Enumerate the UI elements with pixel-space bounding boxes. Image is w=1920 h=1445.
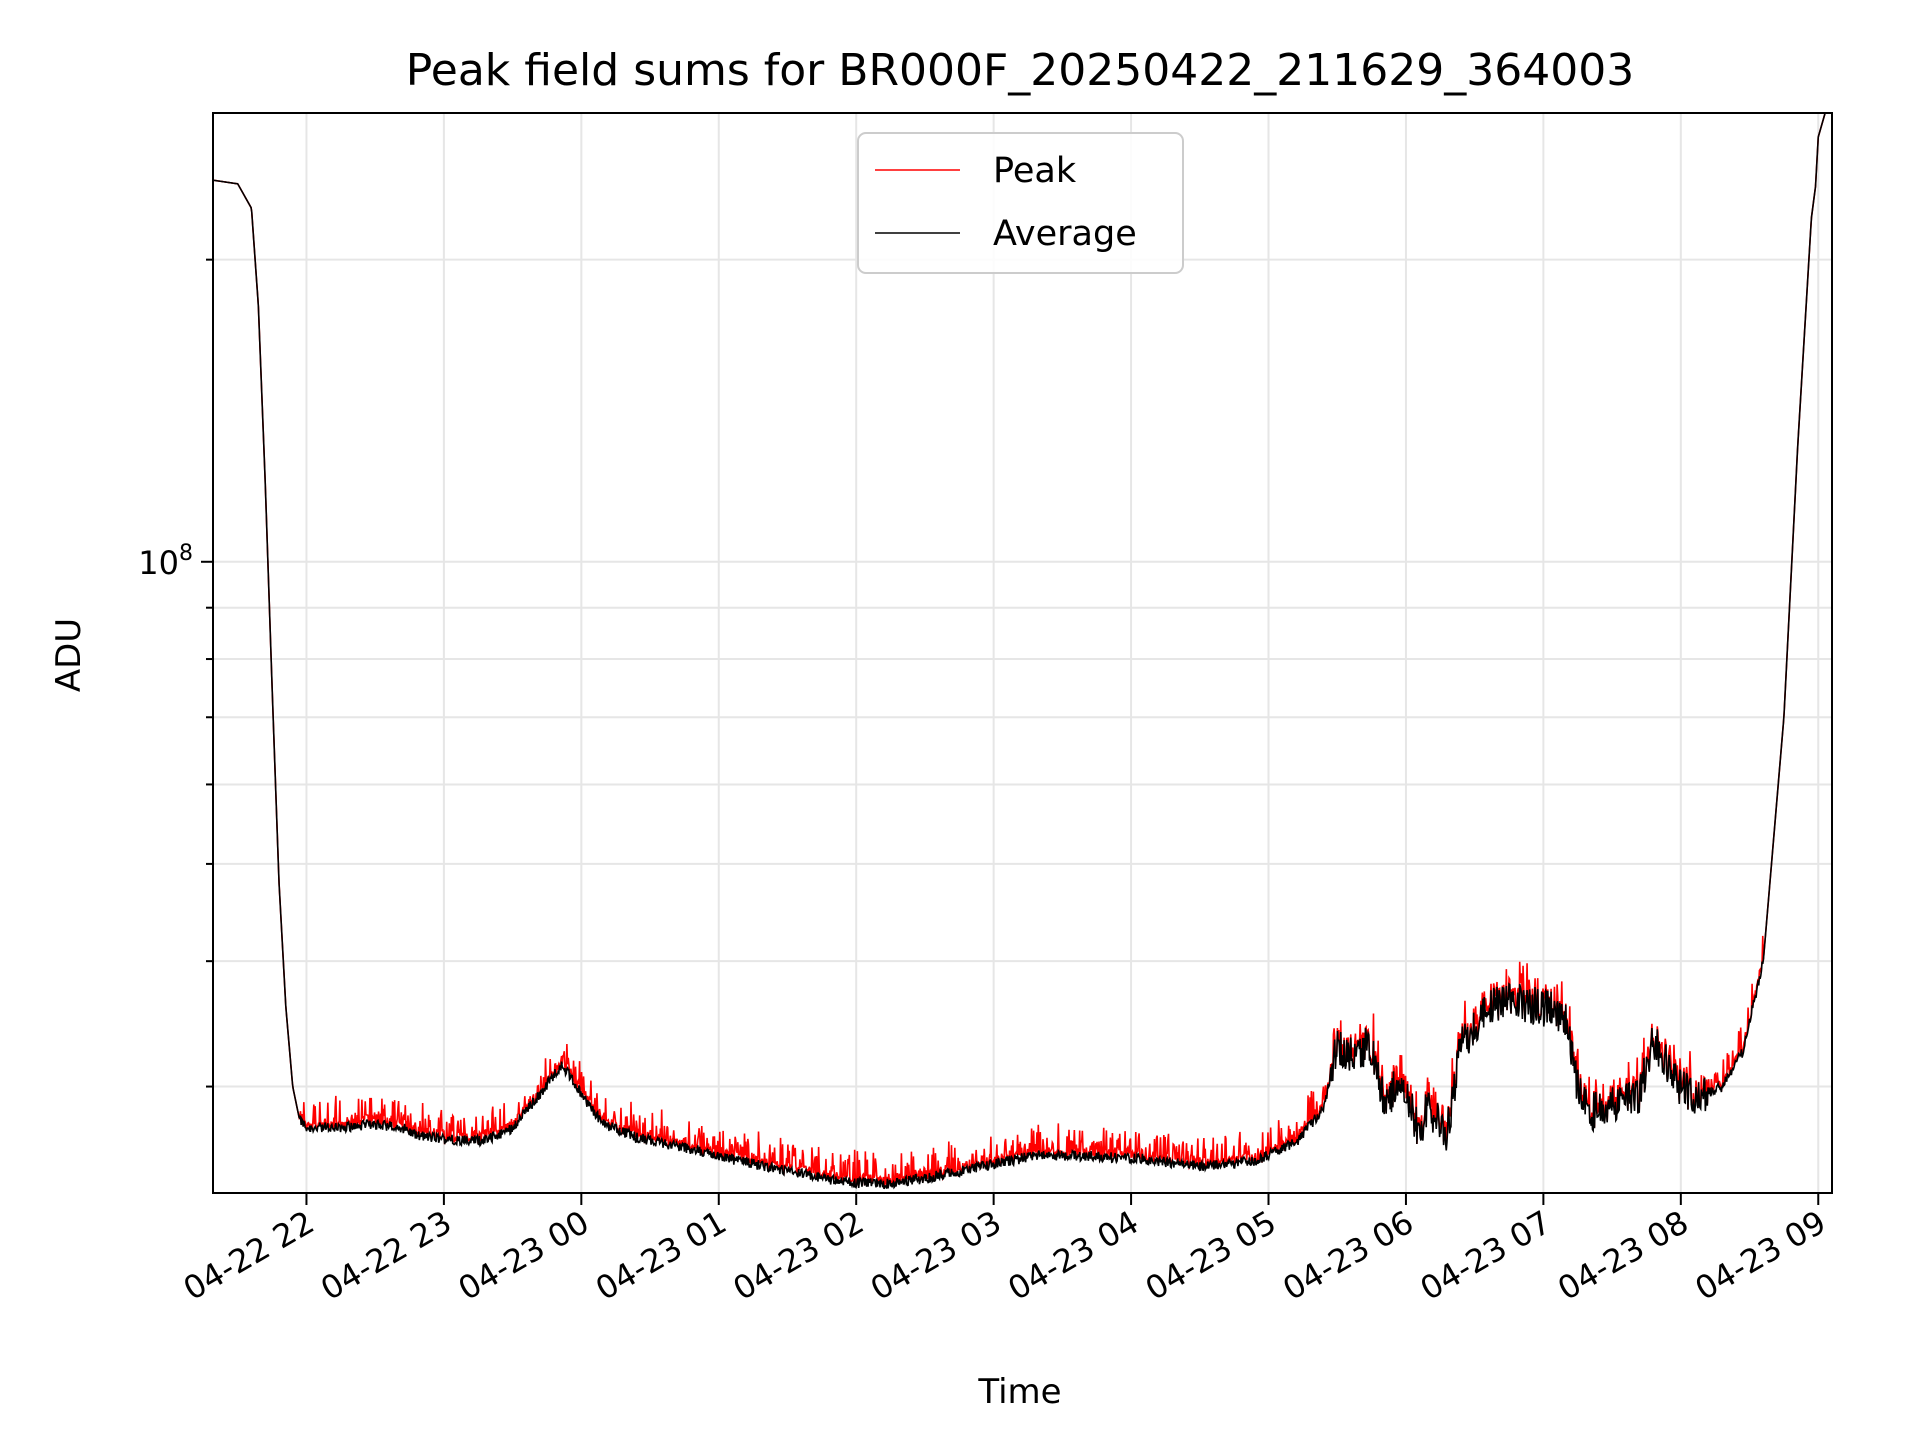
legend: Peak Average	[857, 132, 1184, 274]
series-average-line	[212, 112, 1826, 1190]
legend-peak-label: Peak	[993, 151, 1077, 191]
chart-title: Peak field sums for BR000F_20250422_2116…	[406, 45, 1634, 96]
plot-frame	[212, 112, 1833, 1194]
y-tick-label: 108	[138, 541, 193, 582]
legend-average-label: Average	[993, 214, 1137, 254]
y-axis-label: ADU	[49, 618, 89, 692]
plot-layer	[212, 112, 1826, 1190]
grid-layer	[213, 113, 1832, 1193]
legend-box	[857, 132, 1184, 274]
x-axis-label: Time	[977, 1372, 1061, 1412]
